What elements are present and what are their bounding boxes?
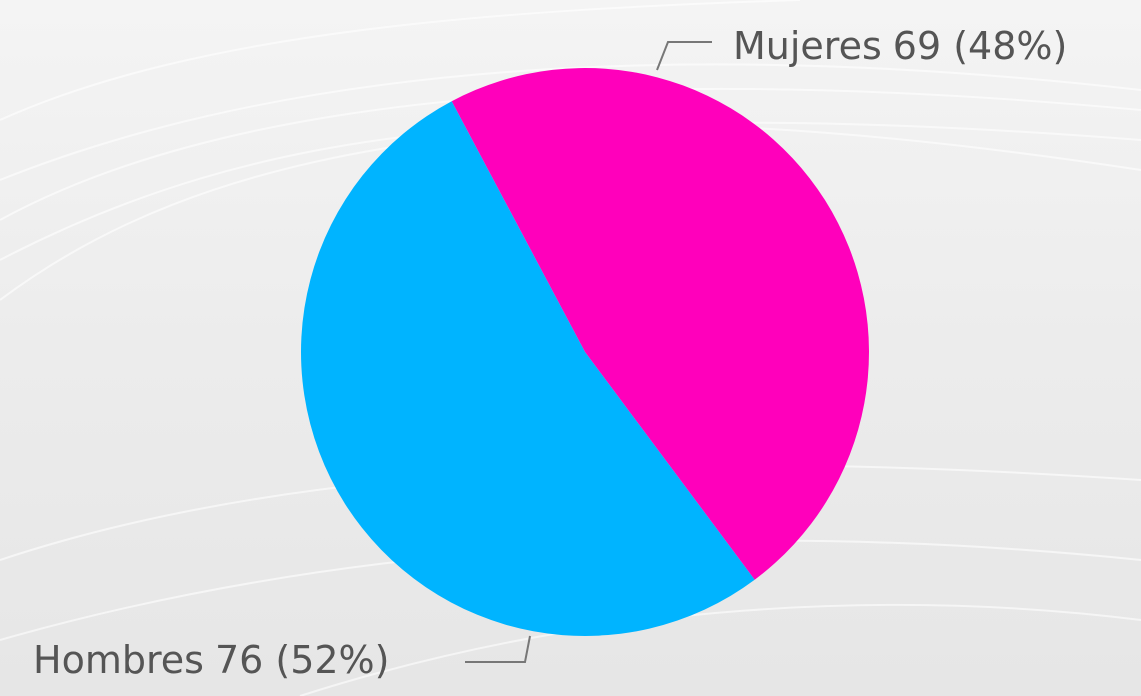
leader-line xyxy=(656,41,712,71)
pie xyxy=(301,67,870,636)
slice-label: Mujeres 69 (48%) xyxy=(733,24,1067,68)
slice-label: Hombres 76 (52%) xyxy=(33,638,389,682)
pie-slice xyxy=(451,67,870,580)
value-label: 76 (52%) xyxy=(215,638,390,682)
value-label: 69 (48%) xyxy=(893,24,1068,68)
leader-line xyxy=(465,635,531,663)
category-label: Hombres xyxy=(33,638,204,682)
category-label: Mujeres xyxy=(733,24,882,68)
pie-slice xyxy=(301,101,755,636)
